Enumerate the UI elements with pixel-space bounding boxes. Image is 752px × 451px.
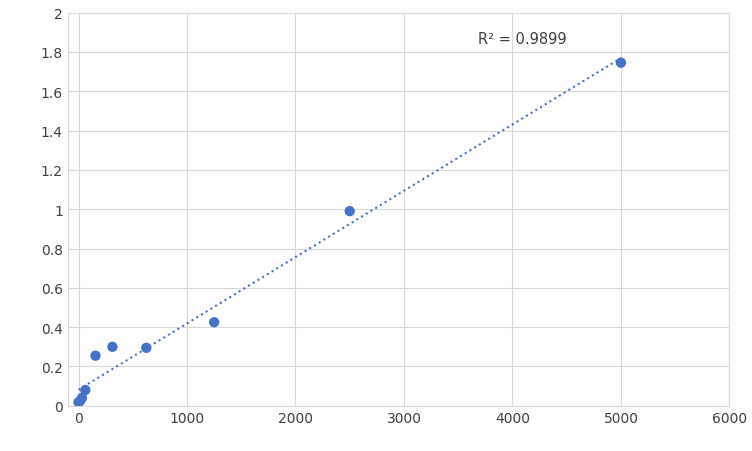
Text: R² = 0.9899: R² = 0.9899: [478, 32, 566, 47]
Point: [72, 399, 84, 406]
Point: [141, 345, 153, 352]
Point: [344, 208, 356, 215]
Point: [74, 397, 86, 405]
Point: [208, 319, 220, 326]
Point: [76, 395, 88, 402]
Point: [89, 352, 102, 359]
Point: [79, 387, 91, 394]
Point: [615, 60, 627, 67]
Point: [107, 344, 119, 351]
